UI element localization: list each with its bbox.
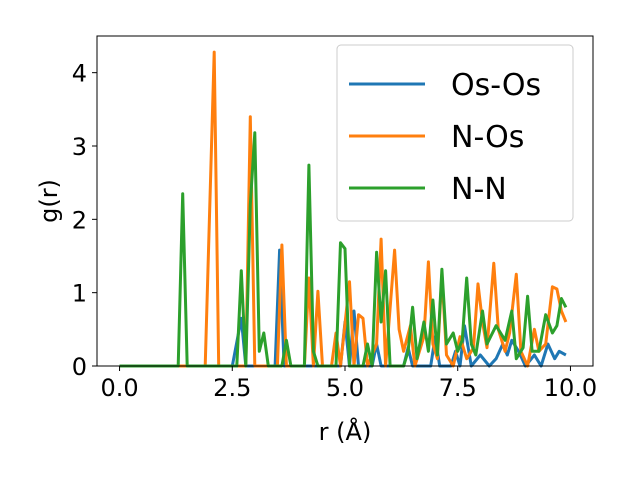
- y-axis: 0 1 2 3 4: [72, 60, 97, 381]
- x-axis-label: r (Å): [319, 417, 372, 446]
- x-axis: 0.0 2.5 5.0 7.5 10.0: [100, 366, 597, 402]
- y-tick-label: 0: [72, 353, 87, 381]
- x-tick-label: 2.5: [213, 374, 251, 402]
- legend-label: N-N: [451, 172, 507, 207]
- y-tick-label: 2: [72, 206, 87, 234]
- y-tick-label: 1: [72, 280, 87, 308]
- x-tick-label: 10.0: [544, 374, 597, 402]
- x-tick-label: 0.0: [100, 374, 138, 402]
- x-tick-label: 7.5: [439, 374, 477, 402]
- legend-label: Os-Os: [451, 68, 541, 103]
- legend-label: N-Os: [451, 120, 524, 155]
- series-line-n-n: [119, 131, 568, 368]
- y-tick-label: 4: [72, 60, 87, 88]
- x-tick-label: 5.0: [326, 374, 364, 402]
- y-axis-label: g(r): [35, 179, 63, 223]
- legend: Os-Os N-Os N-N: [336, 44, 574, 222]
- y-tick-label: 3: [72, 133, 87, 161]
- legend-box: [336, 44, 574, 222]
